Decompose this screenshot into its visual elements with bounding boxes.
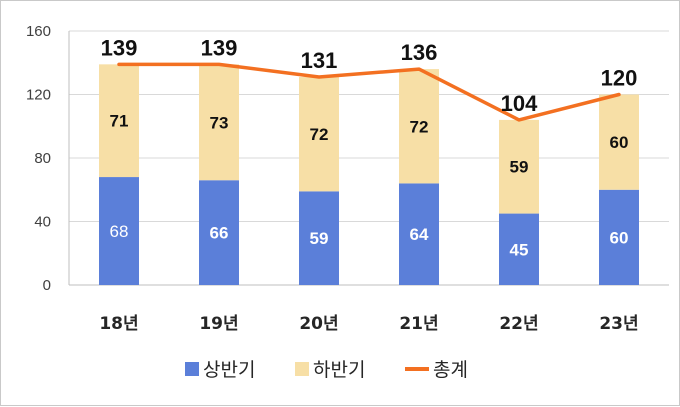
bar-segment-first-half bbox=[99, 177, 139, 285]
y-tick-label: 80 bbox=[34, 150, 51, 167]
legend-swatch bbox=[185, 362, 199, 376]
y-tick-label: 160 bbox=[26, 23, 51, 40]
data-label-total: 104 bbox=[501, 91, 538, 116]
data-label-second-half: 60 bbox=[610, 133, 629, 152]
bar-segment-second-half bbox=[299, 77, 339, 192]
data-label-first-half: 66 bbox=[210, 224, 229, 243]
bars bbox=[99, 64, 639, 285]
total-series-line bbox=[117, 62, 621, 122]
bar-segment-second-half bbox=[599, 94, 639, 190]
data-label-second-half: 59 bbox=[510, 158, 529, 177]
axes: 0 40 80 120 160 18년 19년 20년 21년 22년 23년 bbox=[26, 23, 669, 334]
data-label-total: 136 bbox=[401, 40, 438, 65]
data-label-first-half: 68 bbox=[110, 222, 129, 241]
data-label-first-half: 64 bbox=[410, 225, 429, 244]
bar-segment-second-half bbox=[499, 119, 539, 214]
x-tick-label: 21년 bbox=[399, 314, 438, 334]
legend-label: 총계 bbox=[433, 359, 468, 381]
x-tick-label: 23년 bbox=[599, 314, 638, 334]
gridlines bbox=[69, 30, 669, 222]
x-tick-label: 22년 bbox=[499, 314, 538, 334]
data-label-total: 139 bbox=[201, 35, 238, 60]
legend-swatch bbox=[295, 362, 309, 376]
data-label-second-half: 72 bbox=[310, 125, 329, 144]
bar-segment-second-half bbox=[399, 69, 439, 184]
legend-label: 상반기 bbox=[203, 359, 255, 381]
bar-segment-first-half bbox=[399, 183, 439, 285]
legend-label: 하반기 bbox=[313, 359, 365, 381]
data-label-second-half: 73 bbox=[210, 113, 229, 132]
total-line bbox=[117, 62, 621, 122]
bar-segment-first-half bbox=[299, 191, 339, 285]
x-tick-label: 18년 bbox=[99, 314, 138, 334]
bar-segment-first-half bbox=[599, 189, 639, 285]
data-labels: 68 71 66 73 59 72 64 72 45 59 60 60 139 139 131 136 104 1… bbox=[101, 35, 638, 259]
y-tick-label: 120 bbox=[26, 87, 51, 104]
data-label-first-half: 60 bbox=[610, 228, 629, 247]
data-label-total: 120 bbox=[601, 66, 638, 91]
bar-segment-second-half bbox=[199, 64, 239, 181]
bar-segment-first-half bbox=[199, 180, 239, 285]
y-tick-label: 40 bbox=[34, 214, 51, 231]
x-tick-label: 20년 bbox=[299, 314, 338, 334]
bar-segment-first-half bbox=[499, 213, 539, 285]
data-label-first-half: 59 bbox=[310, 229, 329, 248]
bar-segment-second-half bbox=[99, 64, 139, 178]
data-label-total: 139 bbox=[101, 35, 138, 60]
data-label-first-half: 45 bbox=[510, 240, 529, 259]
y-tick-label: 0 bbox=[43, 277, 51, 294]
data-label-total: 131 bbox=[301, 48, 338, 73]
data-label-second-half: 71 bbox=[110, 112, 129, 131]
data-label-second-half: 72 bbox=[410, 117, 429, 136]
legend: 상반기 하반기 총계 bbox=[185, 359, 468, 381]
x-tick-label: 19년 bbox=[199, 314, 238, 334]
